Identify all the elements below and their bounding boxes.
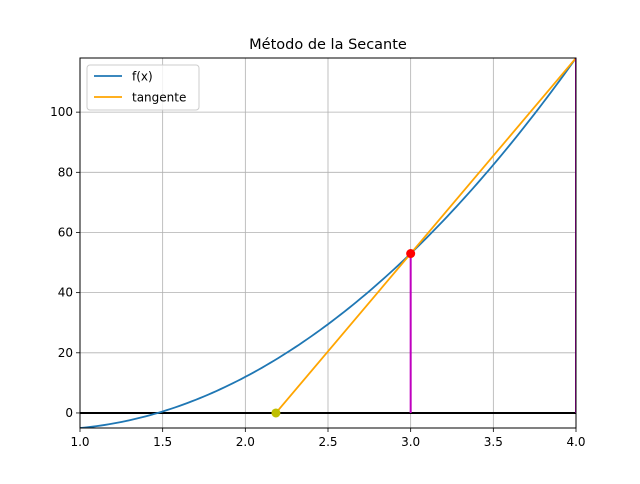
legend-label-fx: f(x) [132,70,153,84]
x-tick-label: 2.0 [236,435,255,449]
y-tick-label: 100 [50,105,73,119]
x-tick-label: 1.0 [70,435,89,449]
series-fx-line [80,58,576,428]
y-tick-label: 60 [58,225,73,239]
series-tangente-line [275,58,576,414]
point-root [271,408,281,418]
legend: f(x) tangente [86,64,200,111]
x-tick-label: 3.0 [401,435,420,449]
point-red [406,249,416,259]
x-tick-label: 2.5 [318,435,337,449]
y-tick-label: 40 [58,286,73,300]
y-tick-label: 20 [58,346,73,360]
y-tick-label: 0 [65,406,73,420]
x-tick-label: 3.5 [484,435,503,449]
legend-label-tangente: tangente [132,91,186,105]
x-tick-label: 1.5 [153,435,172,449]
x-tick-label: 4.0 [566,435,585,449]
y-tick-label: 80 [58,165,73,179]
chart-title: Método de la Secante [249,37,407,53]
